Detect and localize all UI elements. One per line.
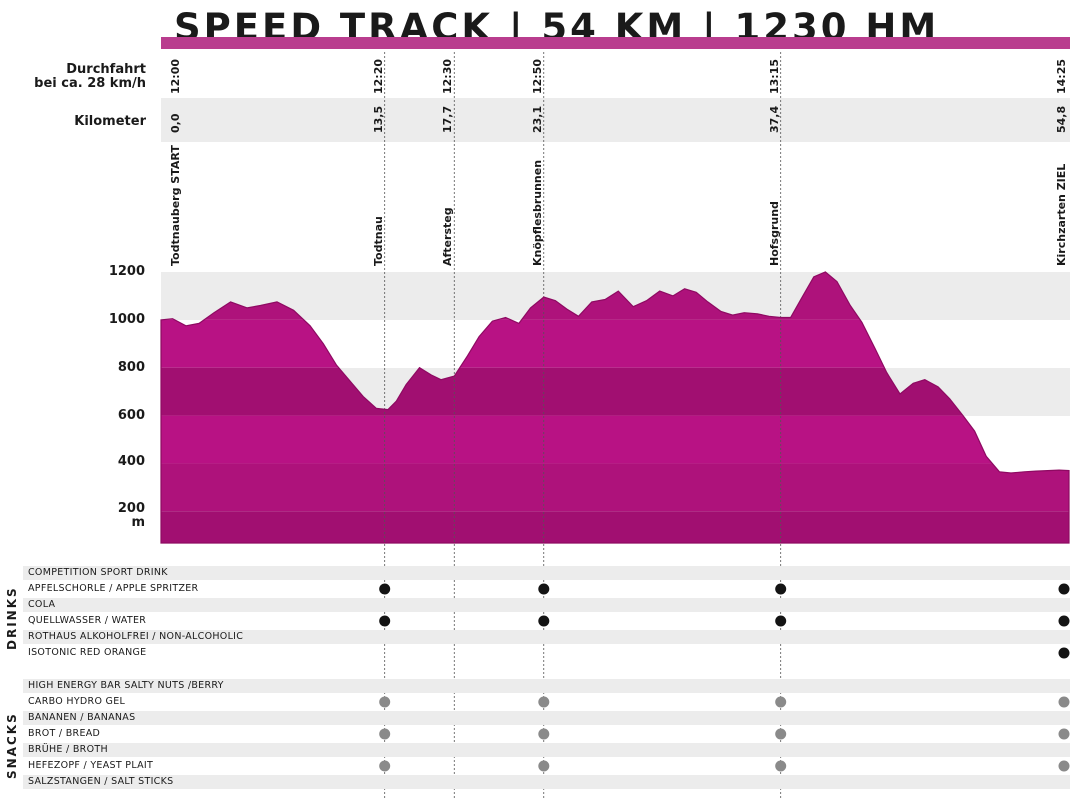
- profile-band: [161, 415, 1069, 464]
- drinks-item-label: QUELLWASSER / WATER: [28, 615, 147, 626]
- checkpoint-time: 13:15: [767, 58, 781, 94]
- y-tick-label: 800: [117, 360, 145, 375]
- drink-available-dot: [379, 615, 391, 627]
- checkpoint-name: Knöpflesbrunnen: [530, 159, 544, 266]
- drink-available-dot: [538, 615, 550, 627]
- y-tick-label: 200: [117, 501, 145, 516]
- checkpoint-time: 12:00: [169, 58, 182, 94]
- snacks-group-label: SNACKS: [5, 712, 19, 779]
- drinks-item-label: APFELSCHORLE / APPLE SPRITZER: [28, 583, 199, 594]
- snacks-item-label: HEFEZOPF / YEAST PLAIT: [28, 760, 154, 771]
- snack-available-dot: [379, 696, 391, 708]
- profile-band: [161, 463, 1069, 512]
- drink-available-dot: [538, 583, 550, 595]
- drinks-row: [23, 614, 1070, 628]
- snacks-row: [23, 775, 1070, 789]
- drink-available-dot: [775, 583, 787, 595]
- checkpoint-km: 13,5: [371, 105, 385, 133]
- snack-available-dot: [538, 760, 550, 772]
- profile-band: [161, 511, 1069, 543]
- drinks-item-label: ROTHAUS ALKOHOLFREI / NON-ALCOHOLIC: [28, 631, 244, 642]
- snacks-row: [23, 679, 1070, 693]
- checkpoint-name: Todtnauberg START: [169, 145, 182, 266]
- drink-available-dot: [379, 583, 391, 595]
- snack-available-dot: [775, 760, 787, 772]
- snacks-item-label: HIGH ENERGY BAR SALTY NUTS /BERRY: [28, 680, 224, 691]
- snacks-row: [23, 711, 1070, 725]
- snacks-item-label: SALZSTANGEN / SALT STICKS: [28, 776, 174, 787]
- snacks-row: [23, 695, 1070, 709]
- kilometer-row-band: [161, 98, 1070, 142]
- snack-available-dot: [538, 728, 550, 740]
- drink-available-dot: [1058, 583, 1070, 595]
- profile-band: [161, 319, 1069, 368]
- checkpoint-name: Hofsgrund: [767, 201, 781, 266]
- snacks-item-label: CARBO HYDRO GEL: [28, 696, 126, 707]
- drinks-row: [23, 646, 1070, 660]
- snack-available-dot: [1058, 696, 1070, 708]
- drinks-item-label: COMPETITION SPORT DRINK: [28, 567, 168, 578]
- checkpoint-km: 23,1: [530, 105, 544, 133]
- drinks-row: [23, 630, 1070, 644]
- profile-band: [161, 272, 1069, 320]
- snacks-row: [23, 743, 1070, 757]
- checkpoint-name: Todtnau: [371, 216, 385, 266]
- drink-available-dot: [1058, 615, 1070, 627]
- snack-available-dot: [379, 760, 391, 772]
- y-unit-label: m: [131, 515, 145, 530]
- drink-available-dot: [1058, 647, 1070, 659]
- checkpoint-km: 37,4: [767, 105, 781, 133]
- checkpoint-name: Kirchzarten ZIEL: [1055, 163, 1068, 266]
- drink-available-dot: [775, 615, 787, 627]
- title-accent-bar: [161, 37, 1070, 49]
- snack-available-dot: [775, 728, 787, 740]
- drinks-group-label: DRINKS: [5, 586, 19, 650]
- snack-available-dot: [1058, 728, 1070, 740]
- checkpoint-km: 17,7: [441, 105, 455, 133]
- snacks-row: [23, 759, 1070, 773]
- snacks-row: [23, 727, 1070, 741]
- checkpoint-time: 12:20: [371, 58, 385, 94]
- profile-band: [161, 367, 1069, 416]
- checkpoint-time: 12:50: [530, 58, 544, 94]
- y-tick-label: 1200: [108, 264, 145, 279]
- drinks-item-label: COLA: [28, 599, 56, 610]
- elevation-profile-area: [161, 272, 1069, 543]
- snack-available-dot: [1058, 760, 1070, 772]
- y-tick-label: 600: [117, 408, 145, 423]
- checkpoint-lines: [384, 52, 782, 800]
- kilometer-label: Kilometer: [74, 114, 146, 129]
- passage-label-line1: Durchfahrt: [66, 62, 146, 77]
- checkpoint-name: Aftersteg: [441, 207, 455, 266]
- y-tick-label: 1000: [108, 312, 145, 327]
- y-tick-label: 400: [117, 454, 145, 469]
- checkpoint-time: 12:30: [441, 58, 455, 94]
- drinks-row: [23, 566, 1070, 580]
- snacks-item-label: BRÜHE / BROTH: [28, 744, 108, 755]
- checkpoint-km: 54,8: [1055, 105, 1068, 133]
- checkpoint-km: 0,0: [169, 113, 182, 134]
- snacks-item-label: BANANEN / BANANAS: [28, 712, 136, 723]
- passage-label-line2: bei ca. 28 km/h: [34, 76, 146, 91]
- drinks-row: [23, 598, 1070, 612]
- snack-available-dot: [775, 696, 787, 708]
- snack-available-dot: [379, 728, 391, 740]
- elevation-line: [160, 271, 1070, 544]
- snack-available-dot: [538, 696, 550, 708]
- drinks-item-label: ISOTONIC RED ORANGE: [28, 647, 147, 658]
- snacks-item-label: BROT / BREAD: [28, 728, 101, 739]
- checkpoint-time: 14:25: [1055, 58, 1068, 94]
